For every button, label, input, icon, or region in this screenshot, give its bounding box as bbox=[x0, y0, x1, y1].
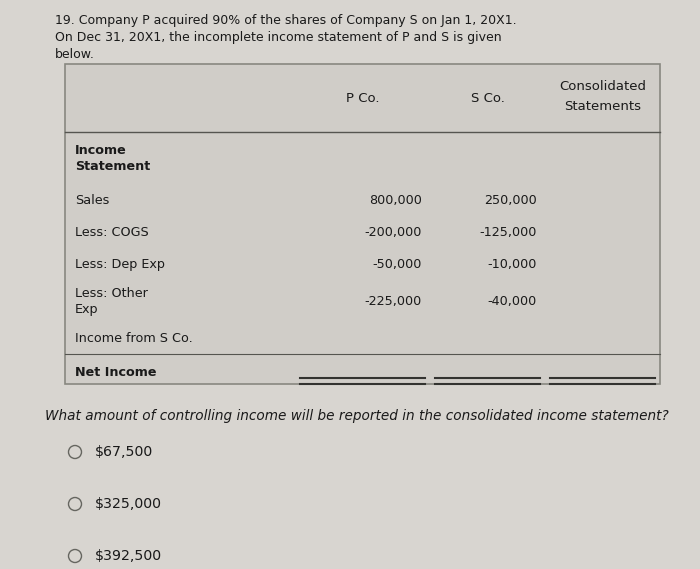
Text: What amount of controlling income will be reported in the consolidated income st: What amount of controlling income will b… bbox=[45, 409, 668, 423]
Text: below.: below. bbox=[55, 48, 95, 61]
Text: S Co.: S Co. bbox=[470, 92, 505, 105]
Text: 800,000: 800,000 bbox=[369, 193, 422, 207]
Text: Income from S Co.: Income from S Co. bbox=[75, 332, 192, 344]
Text: $392,500: $392,500 bbox=[95, 549, 162, 563]
Text: Income
Statement: Income Statement bbox=[75, 143, 150, 172]
Text: Less: Other
Exp: Less: Other Exp bbox=[75, 287, 148, 315]
FancyBboxPatch shape bbox=[65, 64, 660, 384]
Text: Statements: Statements bbox=[564, 100, 641, 113]
Text: P Co.: P Co. bbox=[346, 92, 379, 105]
Text: -10,000: -10,000 bbox=[488, 258, 537, 270]
Text: $325,000: $325,000 bbox=[95, 497, 162, 511]
Text: 19. Company P acquired 90% of the shares of Company S on Jan 1, 20X1.: 19. Company P acquired 90% of the shares… bbox=[55, 14, 517, 27]
Text: -40,000: -40,000 bbox=[488, 295, 537, 307]
Text: Net Income: Net Income bbox=[75, 365, 157, 378]
Text: Consolidated: Consolidated bbox=[559, 80, 646, 93]
Text: $67,500: $67,500 bbox=[95, 445, 153, 459]
Text: -125,000: -125,000 bbox=[480, 225, 537, 238]
Text: -225,000: -225,000 bbox=[365, 295, 422, 307]
Text: Less: Dep Exp: Less: Dep Exp bbox=[75, 258, 165, 270]
Text: 250,000: 250,000 bbox=[484, 193, 537, 207]
Text: Less: COGS: Less: COGS bbox=[75, 225, 148, 238]
Text: -50,000: -50,000 bbox=[372, 258, 422, 270]
Text: Sales: Sales bbox=[75, 193, 109, 207]
Text: On Dec 31, 20X1, the incomplete income statement of P and S is given: On Dec 31, 20X1, the incomplete income s… bbox=[55, 31, 502, 44]
Text: -200,000: -200,000 bbox=[365, 225, 422, 238]
